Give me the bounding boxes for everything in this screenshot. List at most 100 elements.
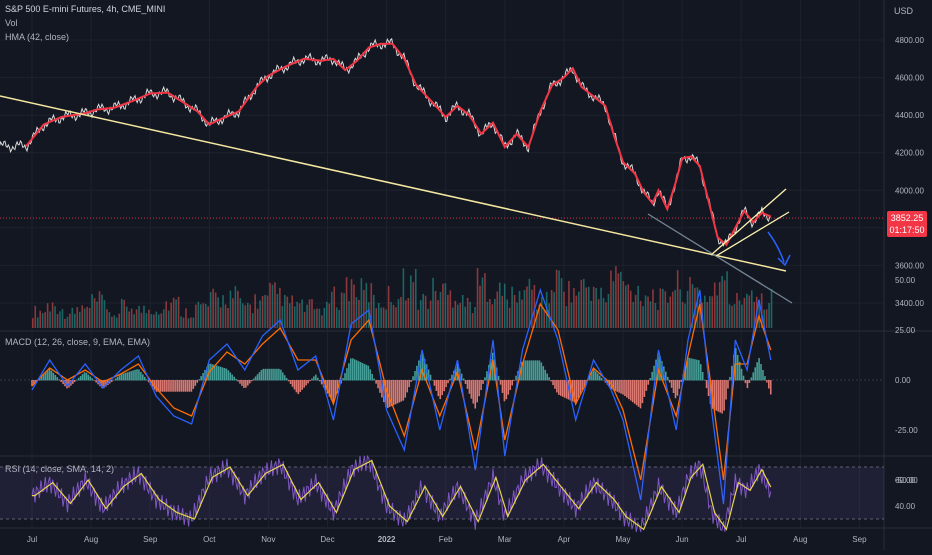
volume-bar <box>726 271 728 328</box>
macd-histogram-bar <box>608 380 611 387</box>
macd-histogram-bar <box>709 380 712 404</box>
volume-bar <box>350 279 353 328</box>
volume-bar <box>708 296 711 328</box>
volume-bar <box>397 299 400 328</box>
macd-histogram-bar <box>659 355 661 381</box>
volume-bar <box>172 297 175 328</box>
macd-histogram-bar <box>297 380 300 395</box>
macd-histogram-bar <box>647 380 650 385</box>
macd-histogram-bar <box>328 380 331 397</box>
volume-bar <box>607 293 610 328</box>
macd-histogram-bar <box>246 380 249 386</box>
macd-histogram-bar <box>46 370 49 381</box>
rsi-pane[interactable] <box>0 454 884 533</box>
macd-histogram-bar <box>272 368 274 381</box>
macd-histogram-bar <box>651 371 653 381</box>
macd-histogram-bar <box>126 372 129 381</box>
macd-pane[interactable] <box>0 287 884 505</box>
macd-histogram-bar <box>293 380 296 390</box>
vol-label[interactable]: Vol <box>5 18 18 28</box>
macd-tick-label: 50.00 <box>895 276 916 285</box>
volume-bar <box>111 316 113 328</box>
volume-bar <box>434 290 437 328</box>
price-badge-countdown: 01:17:50 <box>889 225 924 235</box>
rsi-label[interactable]: RSI (14, close, SMA, 14, 2) <box>5 464 114 474</box>
macd-histogram-bar <box>206 366 208 381</box>
volume-bar <box>449 290 452 328</box>
volume-bar <box>464 306 466 328</box>
macd-histogram-bar <box>369 369 372 381</box>
volume-bar <box>553 292 555 328</box>
volume-bar <box>432 277 434 328</box>
long-trendline[interactable] <box>0 95 787 272</box>
macd-histogram-bar <box>342 378 344 381</box>
hma-line[interactable] <box>25 42 772 247</box>
macd-histogram-bar <box>666 376 669 381</box>
volume-bar <box>155 311 158 328</box>
volume-bar <box>563 291 565 328</box>
volume-bar <box>180 316 182 328</box>
macd-histogram-bar <box>398 380 401 403</box>
macd-histogram-bar <box>233 376 235 381</box>
volume-bar <box>558 270 560 328</box>
macd-histogram-bar <box>643 380 646 397</box>
macd-histogram-bar <box>612 380 615 390</box>
macd-histogram-bar <box>524 360 527 381</box>
volume-bar <box>209 292 212 328</box>
volume-bar <box>69 313 71 328</box>
macd-line[interactable] <box>31 287 772 505</box>
volume-bar <box>227 307 229 328</box>
volume-bar <box>610 270 612 328</box>
macd-histogram-bar <box>744 380 747 384</box>
volume-bar <box>748 295 751 328</box>
macd-histogram-bar <box>367 365 370 381</box>
price-pane[interactable] <box>0 37 884 304</box>
macd-histogram-bar <box>44 372 47 381</box>
volume-bar <box>365 282 368 328</box>
macd-histogram-bar <box>285 377 288 381</box>
price-candles[interactable] <box>0 37 771 248</box>
channel-upper[interactable] <box>710 188 787 256</box>
macd-histogram-bar <box>287 380 290 382</box>
volume-bar <box>573 288 575 328</box>
macd-histogram-bar <box>143 376 146 381</box>
channel-lower[interactable] <box>715 211 790 257</box>
volume-bar <box>664 291 667 328</box>
rsi-ma-line[interactable] <box>32 459 772 531</box>
volume-bar <box>195 304 197 328</box>
macd-histogram-bar <box>750 377 753 381</box>
macd-histogram-bar <box>727 380 729 389</box>
lower-trendline[interactable] <box>647 213 793 304</box>
volume-bar <box>753 301 756 328</box>
price-tick-label: 3600.00 <box>895 261 924 270</box>
macd-histogram-bar <box>559 380 562 396</box>
symbol-title[interactable]: S&P 500 E-mini Futures, 4h, CME_MINI <box>5 4 165 14</box>
macd-histogram-bar <box>486 371 488 381</box>
macd-histogram-bar <box>649 378 652 381</box>
volume-bar <box>382 307 385 328</box>
volume-bar <box>86 306 88 328</box>
volume-bar <box>689 277 691 328</box>
macd-label[interactable]: MACD (12, 26, close, 9, EMA, EMA) <box>5 337 150 347</box>
rsi-line[interactable] <box>31 454 772 533</box>
volume-bar <box>49 311 51 328</box>
macd-histogram-bar <box>122 373 125 381</box>
hma-label[interactable]: HMA (42, close) <box>5 32 69 42</box>
volume-bar <box>523 290 526 328</box>
macd-histogram-bar <box>130 371 132 381</box>
volume-bar <box>318 308 321 328</box>
macd-histogram-bar <box>758 358 760 381</box>
macd-histogram-bar <box>548 377 550 381</box>
volume-bar <box>723 280 726 328</box>
projection-arrow[interactable] <box>767 231 785 263</box>
macd-histogram-bar <box>136 369 138 381</box>
macd-histogram-bar <box>390 380 393 407</box>
volume-bar <box>140 312 143 328</box>
volume-bar <box>731 305 733 328</box>
volume-bar <box>642 306 644 328</box>
time-tick-label: Jul <box>27 535 37 544</box>
macd-histogram-bar <box>307 380 309 384</box>
price-tick-label: 4000.00 <box>895 186 924 195</box>
